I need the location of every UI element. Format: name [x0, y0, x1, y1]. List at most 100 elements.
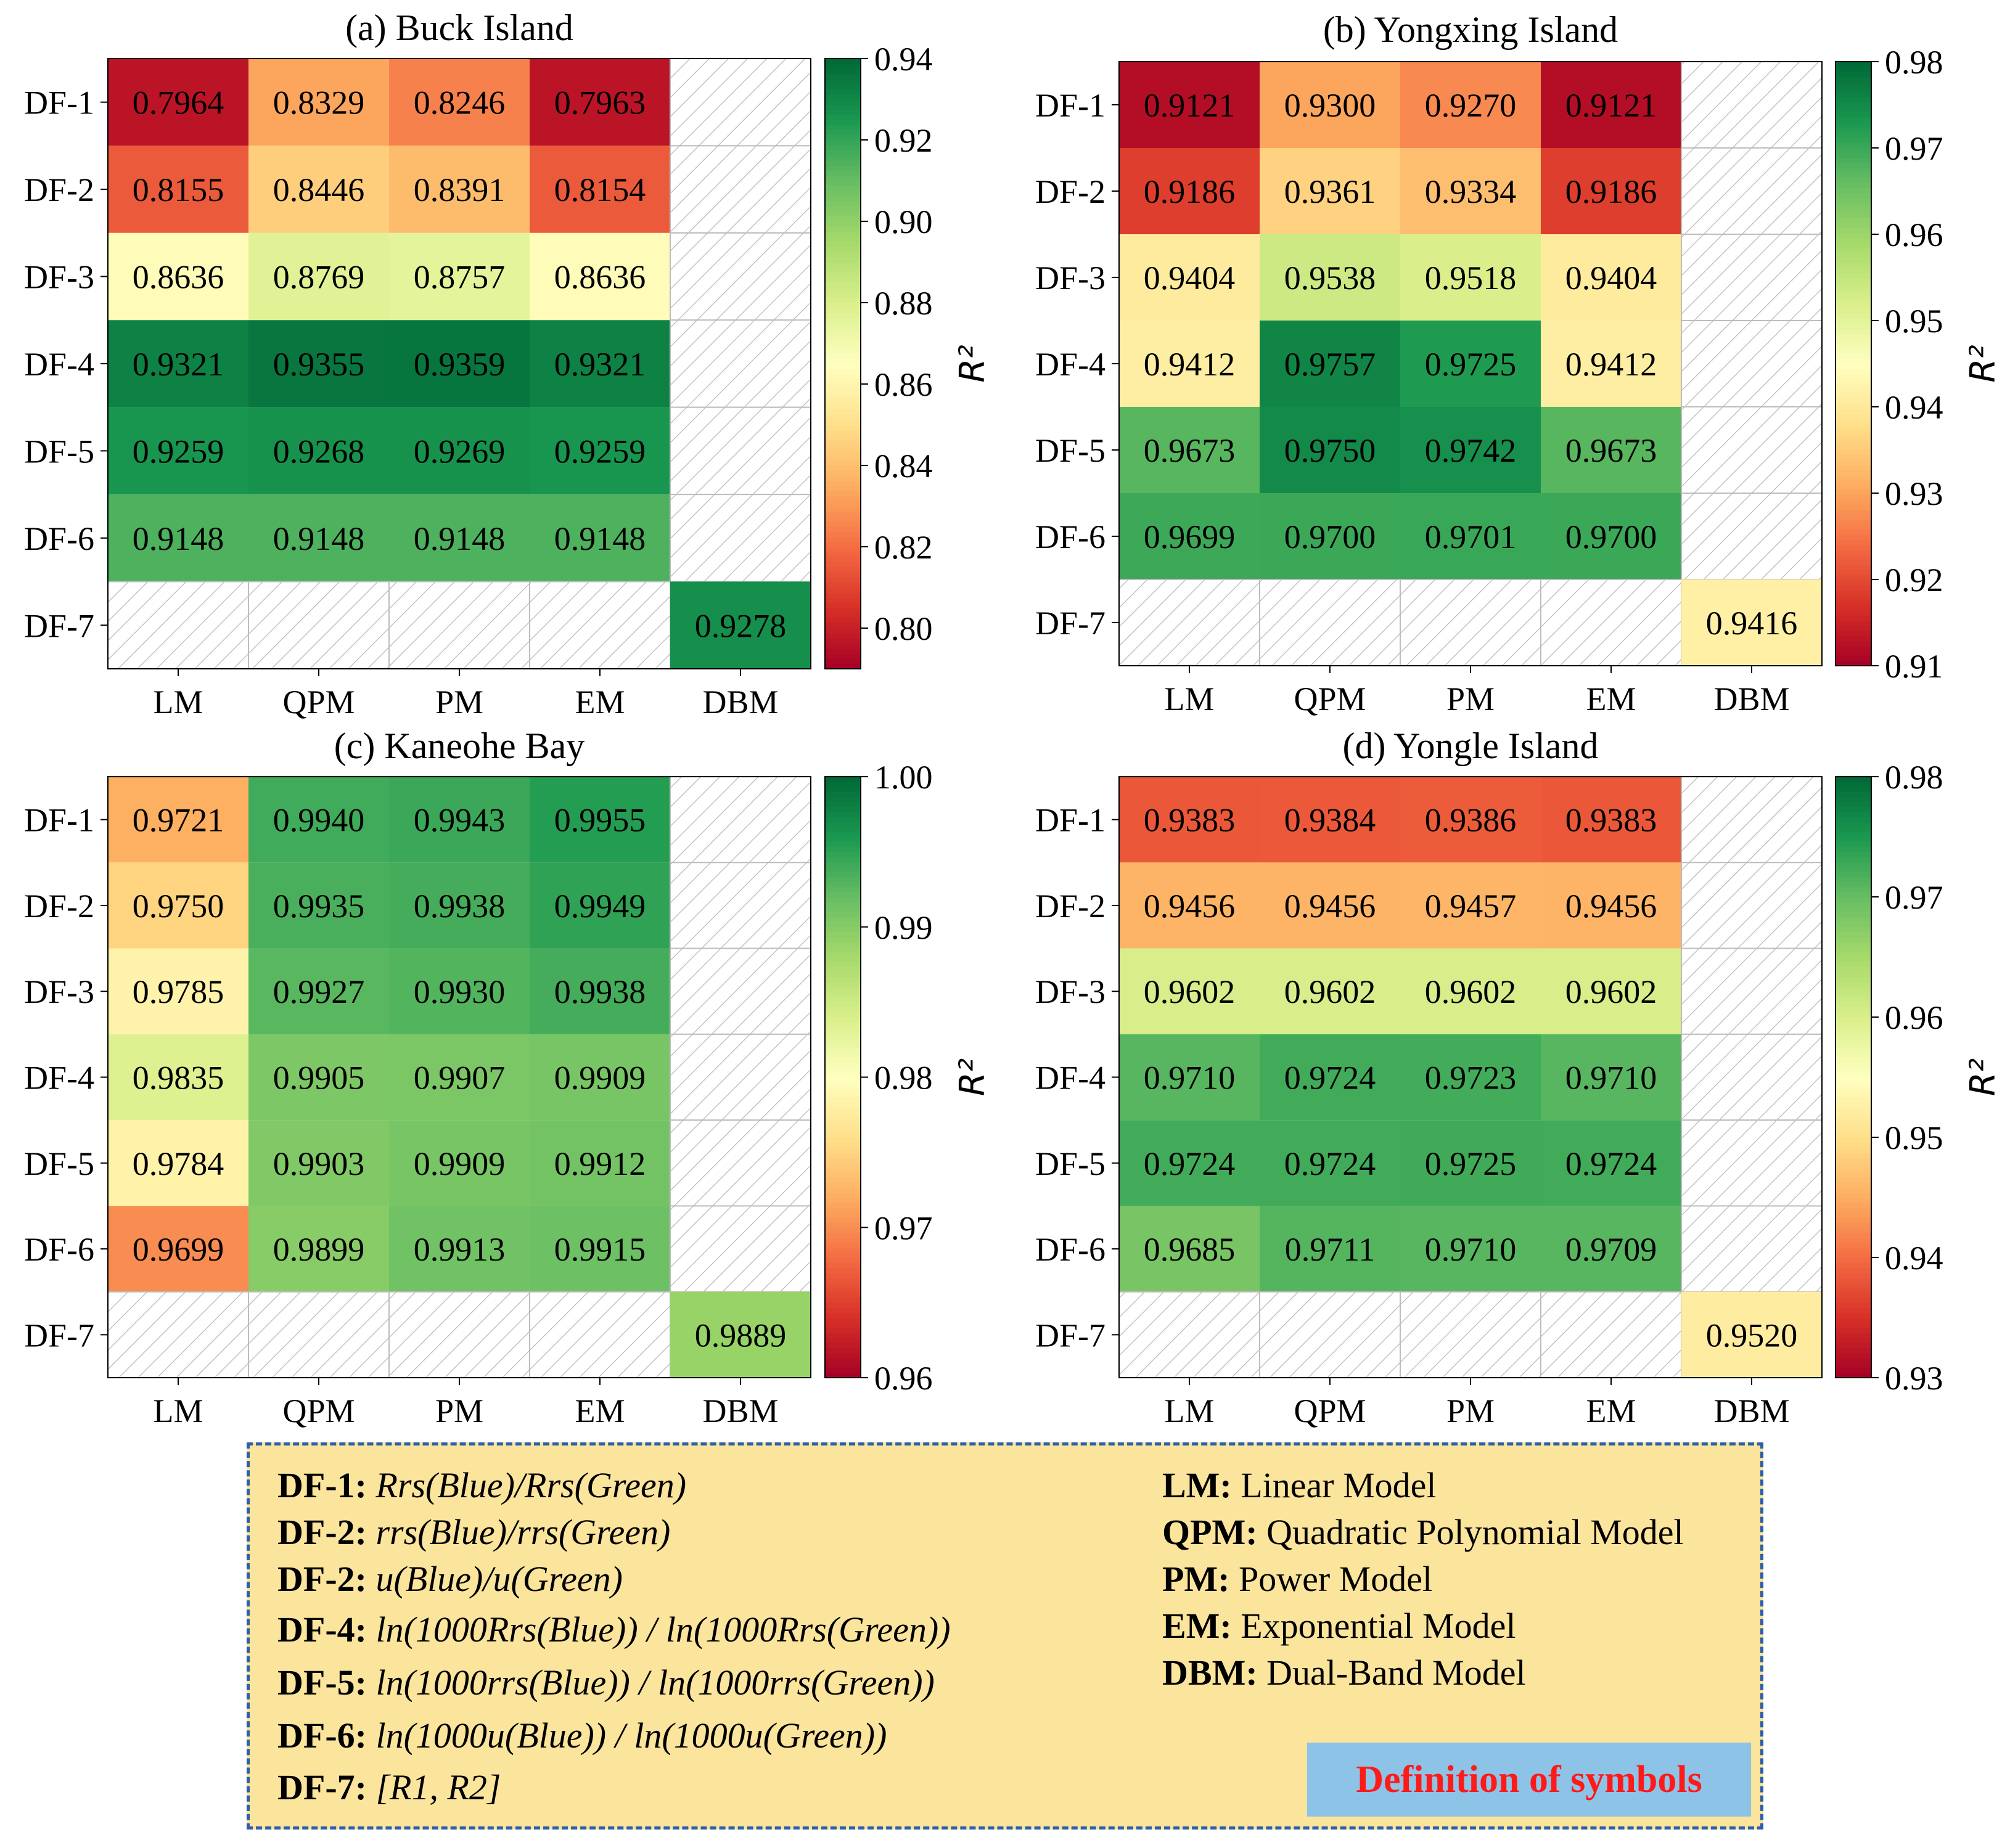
colorbar-strip — [1836, 1282, 1871, 1288]
colorbar-strip — [1836, 1072, 1871, 1078]
colorbar-tick-label: 0.90 — [874, 203, 933, 240]
colorbar-strip — [1836, 378, 1871, 385]
legend-model-dbm: DBM: Dual-Band Model — [1162, 1653, 1526, 1693]
colorbar-strip — [1836, 529, 1871, 536]
colorbar-strip — [1836, 509, 1871, 515]
cell-value-label: 0.9785 — [133, 973, 224, 1010]
hatched-cell — [670, 145, 811, 234]
colorbar-strip — [825, 633, 861, 639]
colorbar-strip — [825, 445, 861, 451]
heatmap-cell — [389, 320, 530, 407]
colorbar-strip — [1836, 1237, 1871, 1243]
colorbar-strip — [1836, 891, 1871, 897]
colorbar-strip — [1836, 801, 1871, 807]
colorbar-strip — [825, 967, 861, 973]
colorbar-strip — [1836, 318, 1871, 324]
cell-value-label: 0.9538 — [1284, 260, 1376, 296]
colorbar-strip — [1836, 298, 1871, 304]
cell-value-label: 0.9383 — [1144, 802, 1236, 839]
colorbar-strip — [1836, 782, 1871, 787]
colorbar-strip — [825, 109, 861, 115]
legend-def-6: DF-6: ln(1000u(Blue)) / ln(1000u(Green)) — [277, 1715, 887, 1756]
cell-value-label: 0.9943 — [414, 802, 506, 839]
heatmap-cell — [248, 59, 389, 146]
colorbar-strip — [1836, 1338, 1871, 1343]
colorbar-strip — [1836, 394, 1871, 399]
colorbar-strip — [1836, 1322, 1871, 1328]
colorbar-strip — [1836, 333, 1871, 339]
y-tick-label: DF-3 — [24, 973, 94, 1010]
colorbar-strip — [825, 496, 861, 502]
colorbar-strip — [1836, 1252, 1871, 1258]
colorbar-strip — [825, 409, 861, 415]
colorbar-strip — [825, 256, 861, 263]
colorbar-strip — [1836, 1137, 1871, 1143]
heatmap-cell — [530, 232, 670, 321]
colorbar-strip — [1836, 1182, 1871, 1188]
colorbar-strip — [1836, 600, 1871, 606]
cell-value-label: 0.9269 — [414, 433, 506, 470]
colorbar-strip — [1836, 313, 1871, 319]
y-tick-label: DF-6 — [24, 520, 94, 557]
heatmap-cell — [389, 777, 530, 863]
hatched-cell — [1400, 1291, 1541, 1379]
heatmap-cell — [108, 320, 248, 407]
colorbar-strip — [1836, 1157, 1871, 1163]
colorbar-strip — [825, 997, 861, 1003]
colorbar-strip — [825, 897, 861, 902]
colorbar-strip — [1836, 248, 1871, 253]
heatmap-cell — [1541, 1034, 1681, 1121]
heatmap-cell — [530, 1120, 670, 1206]
cell-value-label: 0.9723 — [1425, 1060, 1517, 1097]
heatmap-cell — [1681, 1291, 1822, 1378]
hatched-cell — [1540, 579, 1682, 666]
colorbar-strip — [825, 384, 861, 390]
heatmap-cell — [248, 948, 389, 1034]
cell-value-label: 0.9940 — [273, 802, 365, 839]
heatmap-cell — [530, 777, 670, 863]
colorbar-strip — [1836, 841, 1871, 848]
heatmap-cell — [108, 1120, 248, 1206]
colorbar-strip — [1836, 1287, 1871, 1293]
colorbar-strip — [825, 1298, 861, 1303]
colorbar-strip — [825, 317, 861, 324]
heatmap-cell — [1260, 862, 1400, 949]
colorbar-strip — [1836, 258, 1871, 264]
heatmap-cell — [248, 1034, 389, 1121]
heatmap-cell — [1260, 1034, 1400, 1121]
heatmap-cell — [389, 407, 530, 495]
x-tick-label: QPM — [1294, 1392, 1366, 1429]
colorbar-strip — [1836, 1247, 1871, 1253]
colorbar-strip — [1836, 1197, 1871, 1203]
colorbar-strip — [1836, 1172, 1871, 1178]
colorbar-strip — [825, 1087, 861, 1093]
colorbar-strip — [825, 1202, 861, 1208]
colorbar-strip — [825, 1142, 861, 1148]
y-tick-label: DF-2 — [24, 888, 94, 925]
colorbar-strip — [1836, 207, 1871, 213]
cell-value-label: 0.8246 — [414, 84, 506, 121]
colorbar-tick-label: 0.93 — [1885, 1360, 1943, 1397]
colorbar-strip — [1836, 62, 1871, 67]
colorbar-strip — [1836, 464, 1871, 470]
colorbar-strip — [1836, 97, 1871, 102]
colorbar-strip — [1836, 147, 1871, 153]
colorbar-strip — [1836, 1298, 1871, 1303]
colorbar-strip — [1836, 917, 1871, 923]
colorbar-strip — [1836, 369, 1871, 374]
colorbar-strip — [1836, 1267, 1871, 1273]
colorbar-strip — [825, 267, 861, 273]
colorbar-strip — [1836, 580, 1871, 586]
colorbar-strip — [825, 597, 861, 603]
heatmap-cell — [1119, 1120, 1260, 1206]
colorbar-strip — [1836, 187, 1871, 193]
colorbar-strip — [825, 1327, 861, 1333]
colorbar-strip — [825, 394, 861, 400]
heatmap-cell — [389, 862, 530, 949]
colorbar-strip — [1836, 323, 1871, 329]
cell-value-label: 0.9889 — [695, 1317, 787, 1354]
colorbar-strip — [1836, 539, 1871, 546]
heatmap-cell — [108, 862, 248, 949]
colorbar-frame — [1835, 61, 1872, 666]
colorbar-strip — [825, 782, 861, 787]
